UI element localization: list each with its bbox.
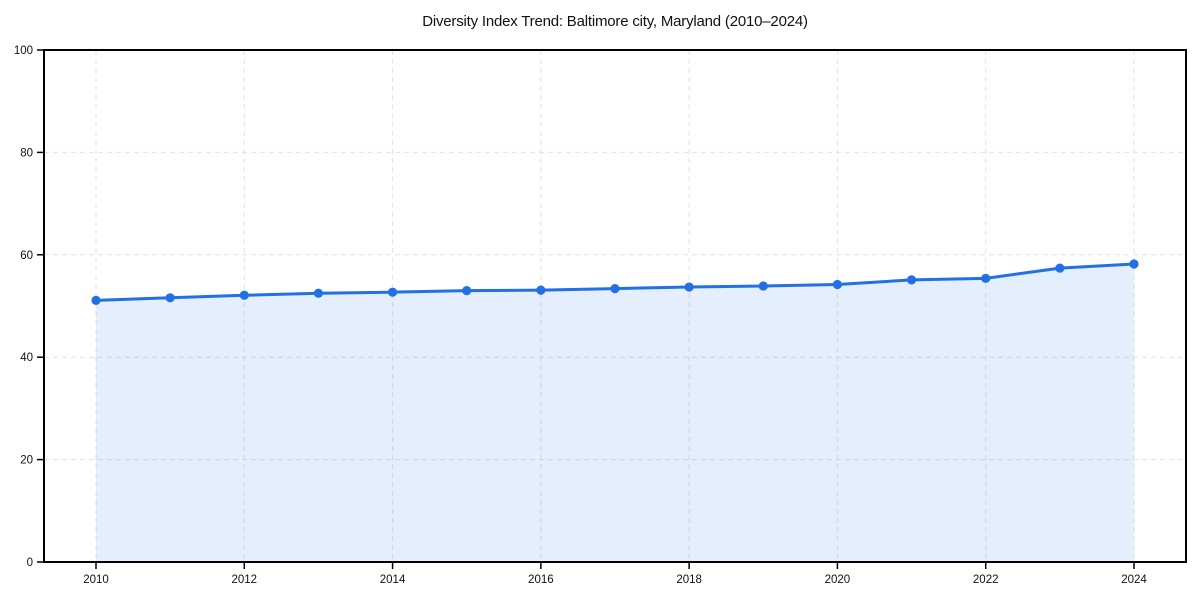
data-point: [91, 295, 101, 305]
x-tick-label: 2022: [973, 574, 999, 586]
data-point: [313, 288, 324, 298]
y-tick-label: 100: [14, 45, 33, 57]
plot-border: [43, 49, 1187, 563]
x-tick-label: 2012: [231, 574, 257, 586]
x-tick-label: 2014: [380, 574, 406, 586]
x-tick-label: 2020: [825, 574, 851, 586]
data-point: [1055, 263, 1065, 273]
area-fill: [96, 264, 1134, 562]
x-tick-label: 2010: [83, 574, 109, 586]
y-tick-label: 80: [20, 147, 33, 159]
data-point: [610, 283, 620, 294]
y-tick-label: 60: [20, 250, 33, 262]
x-tick-label: 2024: [1121, 574, 1147, 586]
x-tick-label: 2018: [676, 574, 702, 586]
y-tick-label: 0: [27, 557, 33, 569]
data-point: [758, 281, 768, 291]
data-point: [832, 279, 843, 290]
chart-title: Diversity Index Trend: Baltimore city, M…: [422, 13, 808, 30]
data-point: [981, 273, 991, 283]
y-tick-label: 40: [20, 352, 33, 364]
data-point: [536, 285, 546, 295]
y-tick-label: 20: [20, 455, 33, 467]
data-point: [684, 282, 694, 292]
data-point: [239, 290, 249, 300]
data-point: [906, 275, 917, 285]
data-point: [387, 287, 398, 297]
data-point: [462, 286, 472, 296]
data-point: [1129, 259, 1139, 269]
data-point: [165, 293, 175, 303]
x-tick-label: 2016: [528, 574, 554, 586]
